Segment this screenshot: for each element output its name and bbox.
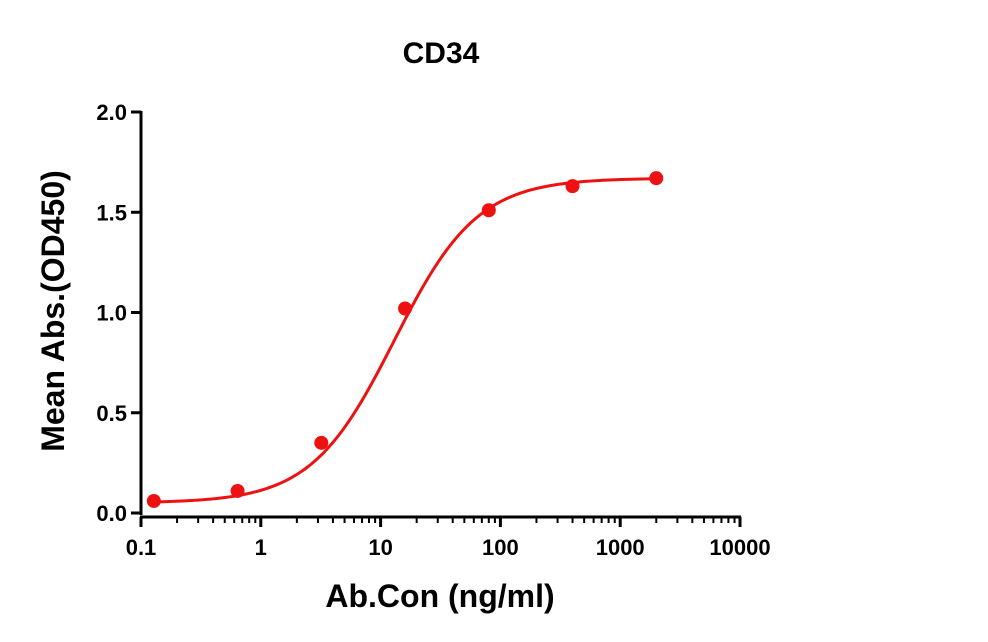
y-tick-label: 0.0: [96, 501, 127, 526]
data-point: [649, 171, 664, 186]
x-tick-label: 0.1: [126, 535, 157, 560]
plot-area: [146, 171, 664, 508]
data-point: [565, 179, 580, 194]
y-axis-ticks: 0.0 0.5 1.0 1.5 2.0: [96, 100, 141, 526]
y-axis-label: Mean Abs.(OD450): [35, 170, 71, 452]
chart-title: CD34: [403, 37, 480, 70]
y-tick-label: 2.0: [96, 100, 127, 125]
axes: [139, 111, 741, 519]
x-tick-label: 1: [255, 535, 267, 560]
data-point: [398, 301, 413, 316]
data-point: [314, 435, 329, 450]
y-tick-label: 0.5: [96, 401, 127, 426]
x-axis-label: Ab.Con (ng/ml): [325, 578, 554, 614]
y-tick-label: 1.5: [96, 200, 127, 225]
x-tick-label: 1000: [596, 535, 645, 560]
fit-curve: [153, 177, 657, 504]
y-tick-label: 1.0: [96, 301, 127, 326]
x-tick-label: 100: [482, 535, 519, 560]
data-point: [146, 493, 161, 508]
x-tick-label: 10000: [709, 535, 770, 560]
data-point: [230, 483, 245, 498]
x-axis-ticks: 0.1 1 10 100 1000 10000: [126, 517, 771, 560]
x-tick-label: 10: [368, 535, 392, 560]
data-point: [481, 203, 496, 218]
